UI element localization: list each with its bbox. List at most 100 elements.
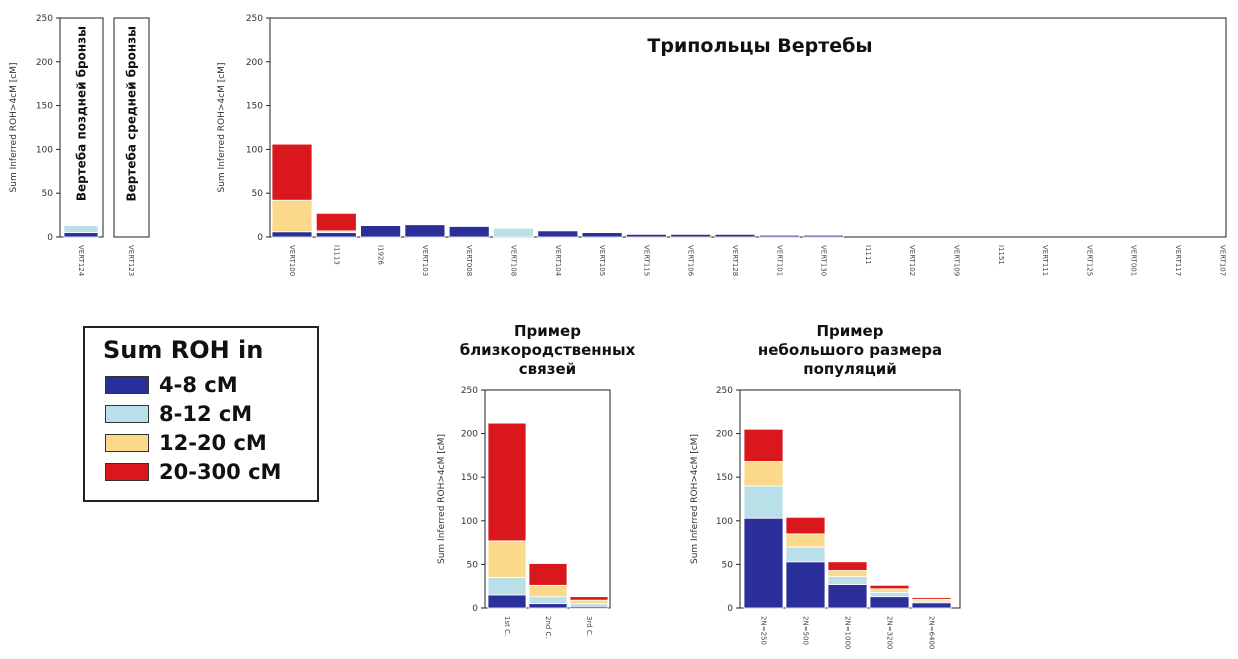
x-tick-label: VERT117 (1174, 245, 1182, 276)
chart-title-line: близкородственных (460, 341, 636, 359)
y-tick-label: 250 (246, 14, 263, 24)
legend-swatch (105, 463, 149, 481)
x-tick-label: VERT105 (598, 245, 606, 276)
y-axis-label: Sum Inferred ROH>4cM [cM] (690, 434, 700, 564)
y-tick-label: 150 (461, 473, 478, 483)
x-tick-label: VERT103 (421, 245, 429, 276)
bar-segment (537, 230, 579, 238)
x-tick-label: VERT109 (953, 245, 961, 276)
legend-label: 12-20 cM (159, 431, 267, 455)
bar-segment (758, 234, 800, 238)
x-tick-label: 2N=6400 (928, 616, 936, 649)
bar-segment (626, 233, 667, 238)
y-tick-label: 200 (716, 430, 733, 440)
x-tick-label: 2N=3200 (886, 616, 894, 649)
legend-item-4-8: 4-8 cM (105, 372, 238, 398)
x-tick-label: VERT128 (731, 245, 739, 276)
x-tick-label: VERT108 (510, 245, 518, 276)
legend-title: Sum ROH in (103, 336, 264, 364)
bar-segment (63, 232, 99, 238)
panel-inner-label: Вертеба поздней бронзы (75, 26, 89, 201)
chart-consanguinity: 0 50 100 150 200 250 Sum Inferred ROH>4cM [cM]… (437, 322, 636, 639)
legend-label: 8-12 cM (159, 402, 253, 426)
y-tick-label: 200 (246, 58, 263, 68)
legend-label: 20-300 cM (159, 460, 282, 484)
y-tick-label: 50 (252, 189, 264, 199)
bar-segment (487, 594, 527, 609)
y-tick-label: 150 (716, 473, 733, 483)
bar-segment (743, 428, 784, 462)
bar-segment (63, 225, 99, 234)
y-tick-label: 0 (47, 233, 53, 243)
bar-segment (448, 226, 490, 238)
bar-segment (785, 561, 826, 609)
chart-late_bronze: 0 50 100 150 200 250 Sum Inferred ROH>4cM [cM]… (9, 14, 104, 277)
x-tick-label: VERT124 (77, 245, 85, 277)
bar-segment (315, 212, 357, 232)
x-tick-label: VERT101 (775, 245, 783, 276)
bar-segment (911, 602, 952, 609)
bar-segment (785, 516, 826, 535)
x-tick-label: 2N=1000 (844, 616, 852, 649)
chart-title: Трипольцы Вертебы (647, 35, 872, 57)
bar-segment (869, 596, 910, 609)
x-tick-label: I1151 (997, 245, 1005, 265)
x-tick-label: VERT102 (908, 245, 916, 276)
bar-segment (487, 540, 527, 578)
x-tick-label: I1111 (864, 245, 872, 265)
y-axis-label: Sum Inferred ROH>4cM [cM] (9, 63, 19, 193)
bar-segment (670, 233, 712, 238)
bar-segment (827, 570, 868, 578)
y-axis-label: Sum Inferred ROH>4cM [cM] (217, 63, 227, 193)
bar-segment (569, 596, 609, 601)
x-tick-label: VERT100 (288, 245, 296, 276)
x-tick-label: 3rd C. (585, 616, 593, 637)
x-tick-label: VERT104 (554, 245, 562, 277)
chart-middle_bronze: VERT123 Вертеба средней бронзы (113, 17, 150, 276)
y-tick-label: 0 (472, 604, 478, 614)
x-tick-label: VERT115 (642, 245, 650, 276)
y-tick-label: 50 (42, 189, 54, 199)
bar-segment (827, 576, 868, 585)
legend-item-20-300: 20-300 cM (105, 459, 281, 485)
chart-title-line: небольшого размера (758, 341, 942, 359)
legend-swatch (105, 434, 149, 452)
y-tick-label: 200 (461, 430, 478, 440)
x-tick-label: 2nd C. (544, 616, 552, 639)
bar-segment (528, 584, 568, 598)
chart-title-line: Пример (817, 322, 884, 340)
panel-inner-label: Вертеба средней бронзы (125, 26, 139, 202)
chart-title-line: популяций (803, 360, 897, 378)
x-tick-label: VERT106 (687, 245, 695, 277)
legend-label: 4-8 cM (159, 373, 238, 397)
plot-frame (59, 17, 104, 238)
bar-segment (743, 517, 784, 609)
bar-segment (528, 563, 568, 586)
bar-segment (487, 422, 527, 542)
y-tick-label: 50 (467, 560, 479, 570)
y-tick-label: 250 (36, 14, 53, 24)
legend-swatch (105, 376, 149, 394)
y-tick-label: 100 (716, 517, 733, 527)
x-tick-label: I1113 (332, 245, 340, 265)
y-tick-label: 150 (246, 102, 263, 112)
bar-segment (493, 227, 534, 238)
y-tick-label: 0 (727, 604, 733, 614)
bar-segment (803, 234, 844, 238)
y-tick-label: 100 (36, 145, 53, 155)
chart-trypillia: 0 50 100 150 200 250 Sum Inferred ROH>4cM [cM]… (217, 14, 1227, 277)
x-tick-label: VERT001 (1130, 245, 1138, 276)
bar-segment (869, 588, 910, 593)
bar-segment (271, 143, 313, 201)
legend: Sum ROH in 4-8 cM 8-12 cM 12-20 cM 20-30… (83, 326, 319, 502)
bar-segment (714, 233, 756, 238)
bar-segment (569, 599, 609, 605)
chart-title-line: связей (519, 360, 576, 378)
x-tick-label: VERT008 (465, 245, 473, 276)
bar-segment (528, 596, 568, 605)
plot-frame (269, 17, 1227, 238)
y-tick-label: 100 (461, 517, 478, 527)
x-tick-label: 1st C. (503, 616, 511, 636)
bar-segment (785, 546, 826, 563)
